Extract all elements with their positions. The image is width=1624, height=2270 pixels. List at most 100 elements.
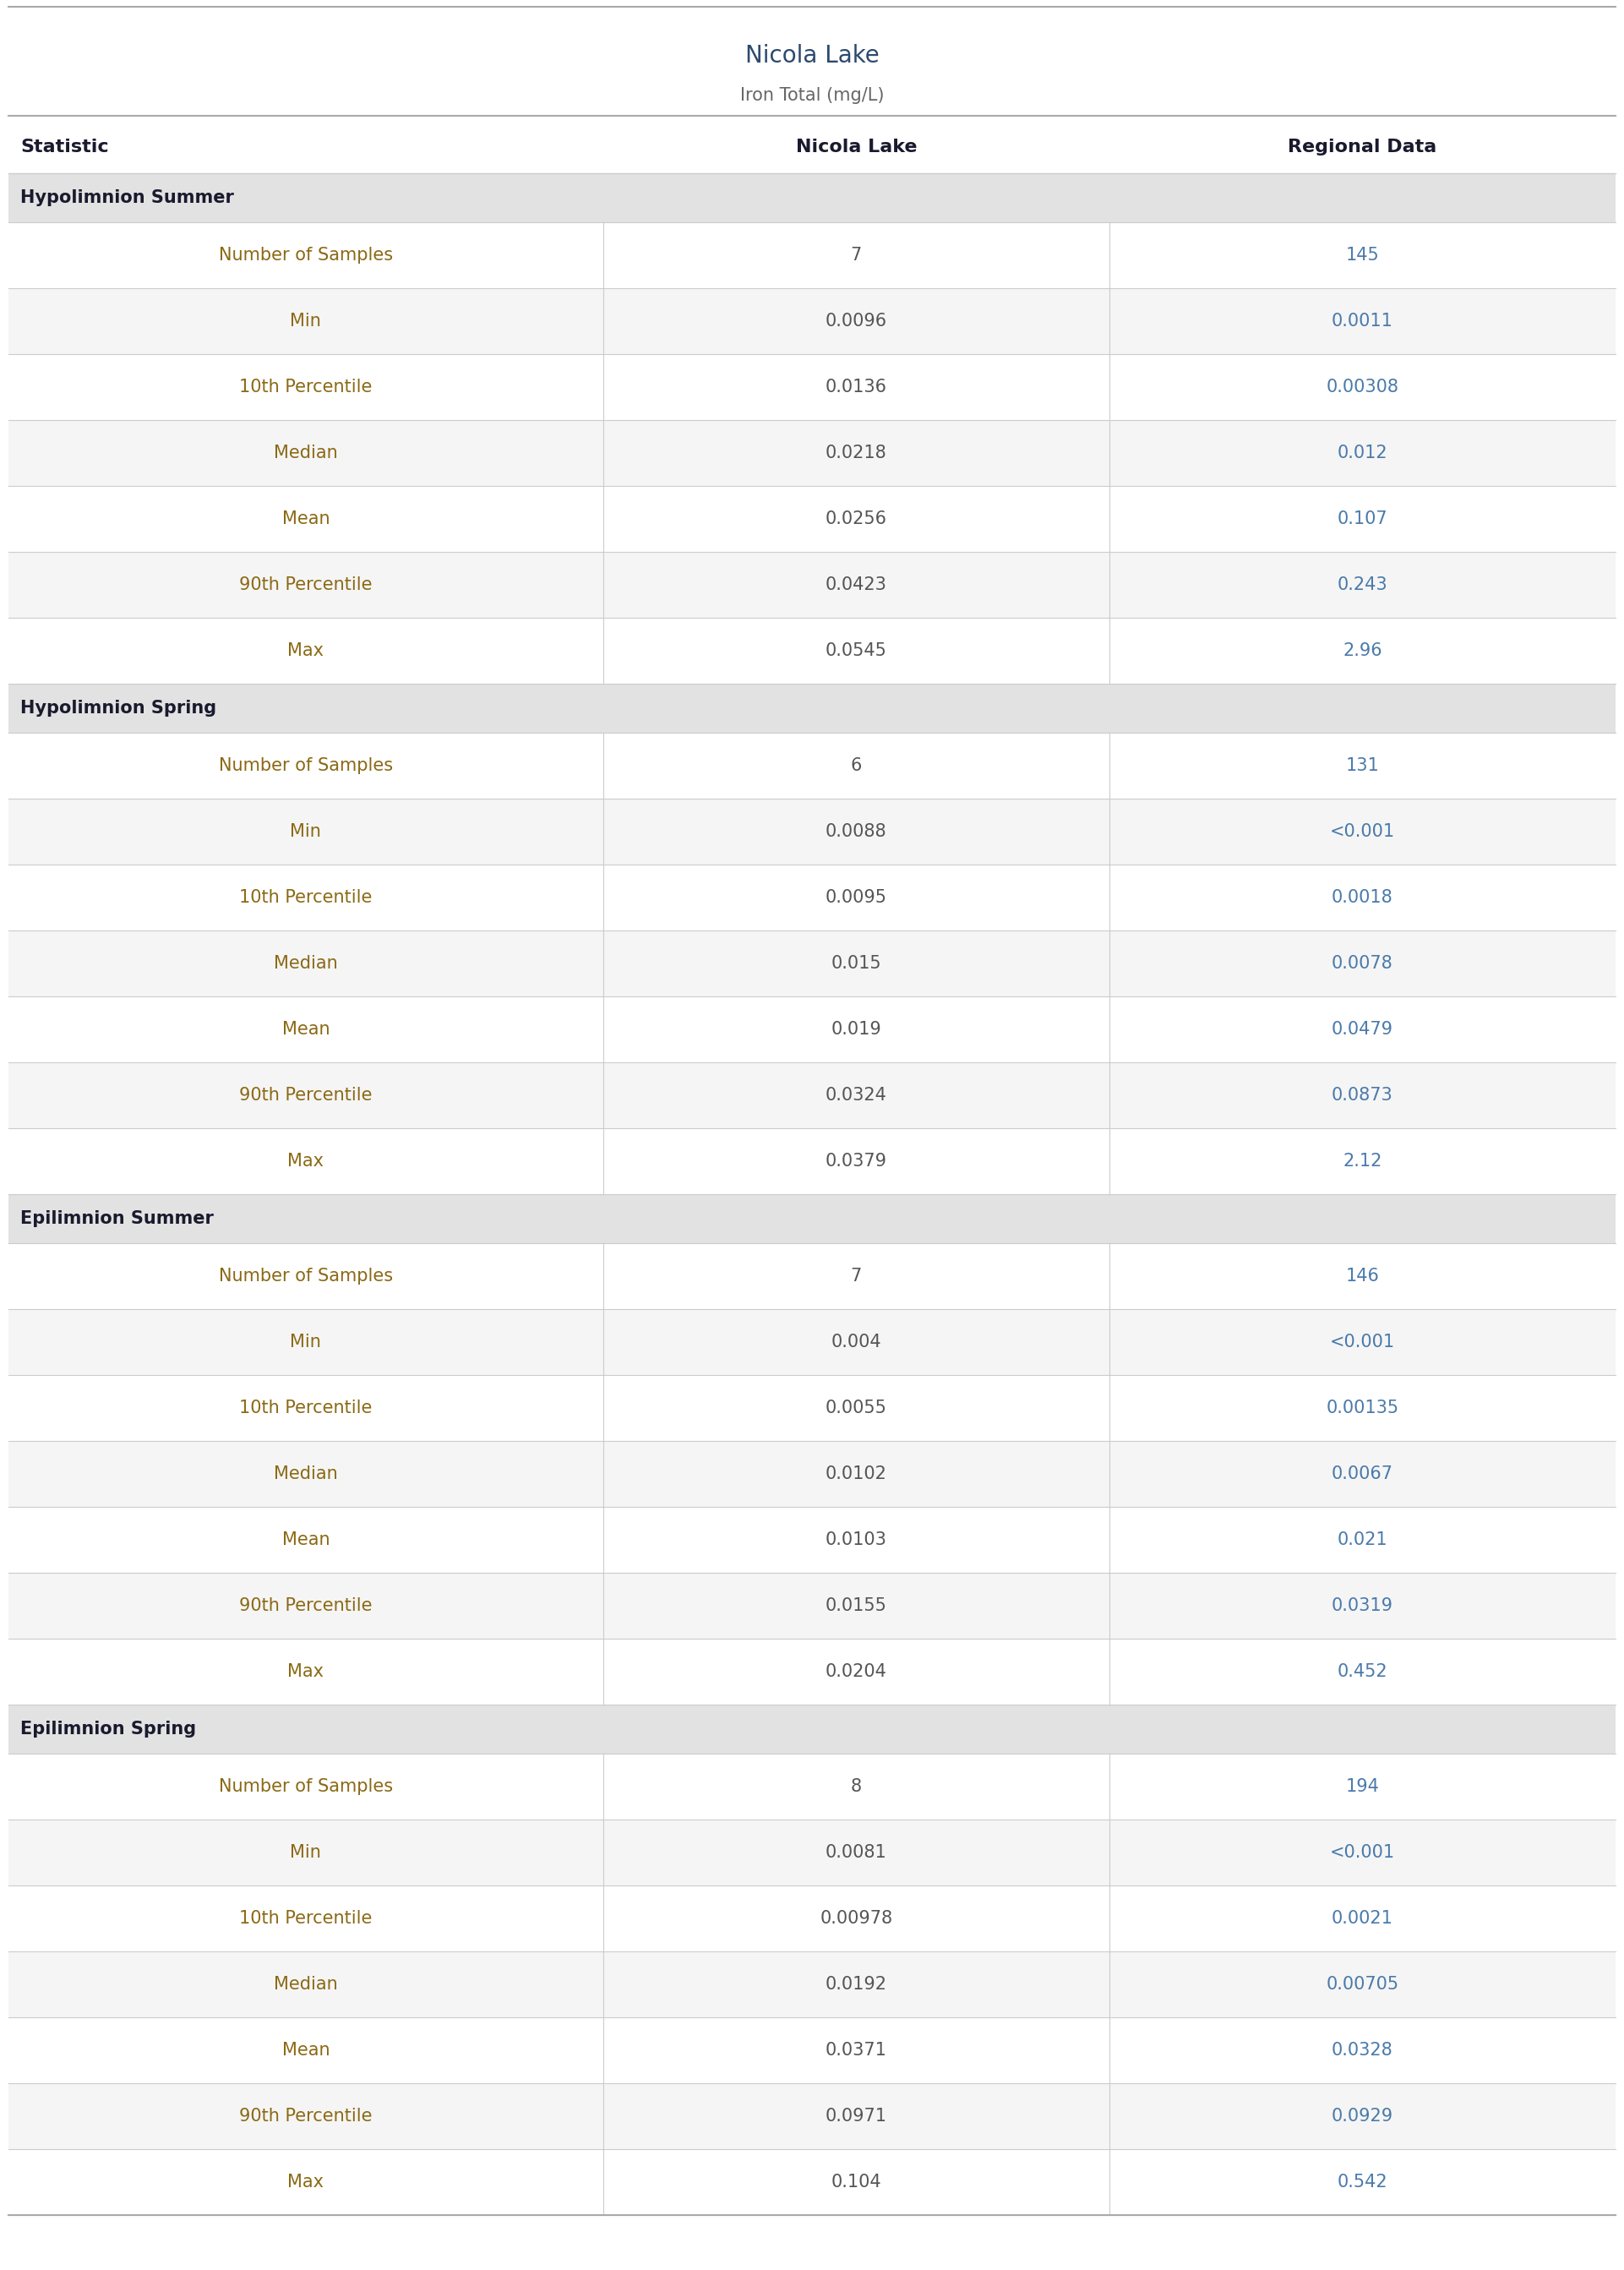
Text: 0.0971: 0.0971: [825, 2109, 887, 2125]
Text: Max: Max: [287, 2175, 323, 2191]
Text: Epilimnion Summer: Epilimnion Summer: [19, 1210, 214, 1228]
Text: 146: 146: [1346, 1267, 1379, 1285]
Bar: [8, 1639, 1616, 1705]
Text: Mean: Mean: [283, 2041, 330, 2059]
Text: Min: Min: [291, 1843, 322, 1861]
Text: Number of Samples: Number of Samples: [219, 1777, 393, 1796]
Text: Nicola Lake: Nicola Lake: [745, 43, 879, 68]
Text: 0.0067: 0.0067: [1332, 1466, 1393, 1482]
Text: Median: Median: [274, 1975, 338, 1993]
Text: Median: Median: [274, 445, 338, 461]
Text: 7: 7: [851, 247, 862, 263]
Bar: [8, 1507, 1616, 1573]
Text: 0.0545: 0.0545: [825, 642, 887, 658]
Text: Max: Max: [287, 642, 323, 658]
Text: 0.0929: 0.0929: [1332, 2109, 1393, 2125]
Bar: [8, 931, 1616, 997]
Text: 0.542: 0.542: [1337, 2175, 1387, 2191]
Text: 10th Percentile: 10th Percentile: [239, 379, 372, 395]
Text: 0.019: 0.019: [831, 1022, 882, 1037]
Text: <0.001: <0.001: [1330, 1332, 1395, 1351]
Bar: [8, 1886, 1616, 1952]
Text: 0.0873: 0.0873: [1332, 1087, 1393, 1103]
Text: Number of Samples: Number of Samples: [219, 758, 393, 774]
Text: 0.0155: 0.0155: [825, 1598, 887, 1614]
Bar: [8, 222, 1616, 288]
Text: 0.0256: 0.0256: [825, 511, 887, 527]
Text: 0.452: 0.452: [1337, 1664, 1387, 1680]
Bar: [8, 1376, 1616, 1441]
Text: 0.0095: 0.0095: [825, 890, 887, 906]
Text: 0.004: 0.004: [831, 1332, 882, 1351]
Text: 0.0136: 0.0136: [825, 379, 887, 395]
Text: Number of Samples: Number of Samples: [219, 247, 393, 263]
Bar: [8, 683, 1616, 733]
Bar: [8, 1441, 1616, 1507]
Text: 10th Percentile: 10th Percentile: [239, 1909, 372, 1927]
Bar: [8, 120, 1616, 173]
Text: Max: Max: [287, 1664, 323, 1680]
Text: Number of Samples: Number of Samples: [219, 1267, 393, 1285]
Text: Hypolimnion Summer: Hypolimnion Summer: [19, 188, 234, 207]
Text: Min: Min: [291, 824, 322, 840]
Text: 90th Percentile: 90th Percentile: [239, 1598, 372, 1614]
Text: 10th Percentile: 10th Percentile: [239, 1401, 372, 1416]
Text: 0.00978: 0.00978: [820, 1909, 893, 1927]
Bar: [8, 288, 1616, 354]
Text: Nicola Lake: Nicola Lake: [796, 138, 918, 157]
Bar: [8, 2084, 1616, 2150]
Text: 0.0479: 0.0479: [1332, 1022, 1393, 1037]
Bar: [8, 1062, 1616, 1128]
Bar: [8, 486, 1616, 552]
Text: 0.0081: 0.0081: [825, 1843, 887, 1861]
Text: Statistic: Statistic: [19, 138, 109, 157]
Text: 0.00705: 0.00705: [1327, 1975, 1398, 1993]
Text: Median: Median: [274, 1466, 338, 1482]
Bar: [8, 1755, 1616, 1821]
Text: 90th Percentile: 90th Percentile: [239, 577, 372, 592]
Text: 2.12: 2.12: [1343, 1153, 1382, 1169]
Text: 0.015: 0.015: [831, 956, 882, 972]
Bar: [8, 1244, 1616, 1310]
Bar: [8, 617, 1616, 683]
Bar: [8, 1128, 1616, 1194]
Text: 6: 6: [851, 758, 862, 774]
Text: 0.0218: 0.0218: [825, 445, 887, 461]
Text: 0.0379: 0.0379: [825, 1153, 887, 1169]
Text: 8: 8: [851, 1777, 862, 1796]
Bar: [8, 420, 1616, 486]
Text: 0.00308: 0.00308: [1327, 379, 1398, 395]
Bar: [8, 1573, 1616, 1639]
Text: 7: 7: [851, 1267, 862, 1285]
Text: 131: 131: [1346, 758, 1379, 774]
Text: 0.0011: 0.0011: [1332, 313, 1393, 329]
Text: Median: Median: [274, 956, 338, 972]
Text: 2.96: 2.96: [1343, 642, 1382, 658]
Text: 194: 194: [1346, 1777, 1379, 1796]
Text: 0.0078: 0.0078: [1332, 956, 1393, 972]
Text: 0.00135: 0.00135: [1327, 1401, 1398, 1416]
Bar: [8, 354, 1616, 420]
Bar: [8, 1705, 1616, 1755]
Bar: [8, 1821, 1616, 1886]
Text: 0.0102: 0.0102: [825, 1466, 887, 1482]
Bar: [8, 733, 1616, 799]
Bar: [8, 997, 1616, 1062]
Bar: [8, 1310, 1616, 1376]
Text: 0.0328: 0.0328: [1332, 2041, 1393, 2059]
Text: <0.001: <0.001: [1330, 824, 1395, 840]
Text: 0.0018: 0.0018: [1332, 890, 1393, 906]
Text: Iron Total (mg/L): Iron Total (mg/L): [741, 86, 883, 104]
Text: Hypolimnion Spring: Hypolimnion Spring: [19, 699, 216, 717]
Text: <0.001: <0.001: [1330, 1843, 1395, 1861]
Text: 0.243: 0.243: [1337, 577, 1387, 592]
Text: 10th Percentile: 10th Percentile: [239, 890, 372, 906]
Text: 90th Percentile: 90th Percentile: [239, 1087, 372, 1103]
Bar: [8, 173, 1616, 222]
Text: 90th Percentile: 90th Percentile: [239, 2109, 372, 2125]
Text: 0.021: 0.021: [1337, 1532, 1387, 1548]
Bar: [8, 865, 1616, 931]
Text: Mean: Mean: [283, 511, 330, 527]
Text: 0.0204: 0.0204: [825, 1664, 887, 1680]
Text: 0.0371: 0.0371: [825, 2041, 887, 2059]
